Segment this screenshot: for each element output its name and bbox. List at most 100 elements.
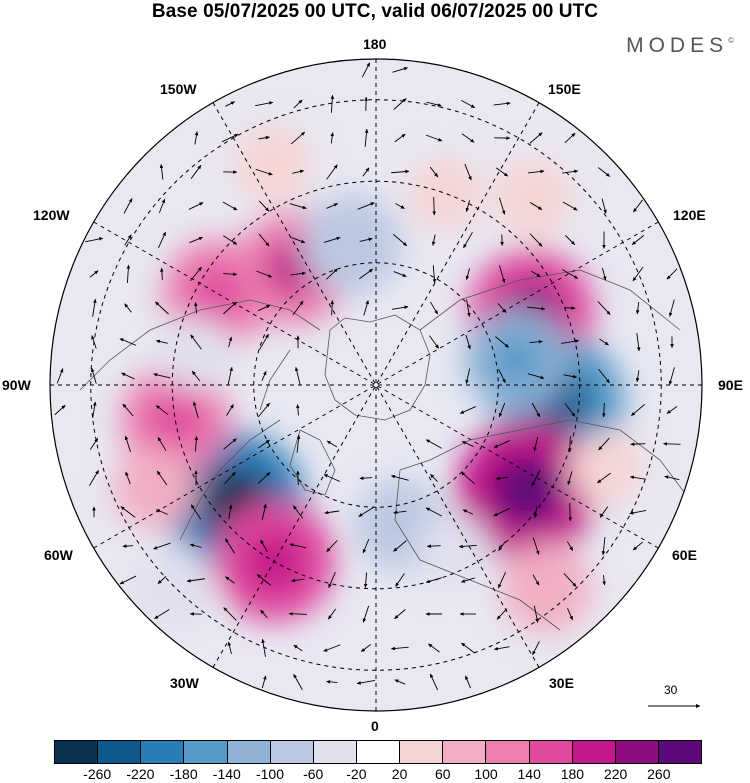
wind-vector-9 — [461, 99, 476, 109]
wind-vector-163 — [567, 435, 572, 453]
wind-vector-183 — [629, 475, 646, 480]
wind-vector-250 — [360, 644, 371, 652]
wind-vector-135 — [668, 367, 675, 386]
wind-vector-82 — [499, 265, 506, 284]
wind-vector-208 — [326, 540, 338, 552]
wind-vector-159 — [425, 439, 443, 449]
wind-vector-146 — [531, 402, 541, 418]
wind-vector-214 — [532, 537, 540, 555]
wind-vector-232 — [602, 574, 606, 586]
wind-vector-50 — [562, 201, 578, 211]
wind-vector-87 — [666, 268, 678, 280]
wind-vector-143 — [296, 404, 300, 416]
wind-vector-215 — [566, 541, 574, 551]
wind-vector-181 — [567, 471, 573, 486]
wind-vector-194 — [393, 510, 407, 515]
wind-vector-198 — [533, 506, 538, 518]
wind-vector-13 — [258, 135, 270, 140]
wind-vector-108 — [155, 339, 168, 344]
colorbar-swatch-7 — [356, 741, 401, 763]
wind-vector-256 — [261, 675, 267, 689]
label-30w: 30W — [170, 675, 199, 691]
wind-vector-212 — [458, 544, 477, 549]
north-america-coastline — [79, 299, 321, 541]
logo-copyright-mark: © — [728, 36, 734, 45]
wind-vector-197 — [493, 507, 511, 517]
wind-vector-196 — [462, 509, 474, 515]
wind-vector-224 — [328, 572, 336, 589]
colorbar-swatch-2 — [141, 741, 185, 763]
wind-vector-223 — [291, 578, 305, 583]
greenland-coastline — [289, 429, 336, 496]
wind-vector-42 — [289, 203, 307, 210]
wind-vector-114 — [465, 334, 471, 350]
wind-vector-43 — [326, 203, 339, 209]
wind-vector-39 — [188, 202, 204, 210]
wind-vectors — [54, 62, 681, 691]
wind-vector-83 — [531, 270, 541, 278]
colorbar-swatch-14 — [658, 741, 702, 763]
wind-vector-84 — [562, 269, 579, 279]
wind-vector-226 — [395, 573, 405, 587]
wind-vector-166 — [663, 442, 681, 446]
wind-vector-240 — [394, 609, 406, 619]
wind-vector-61 — [359, 237, 373, 242]
wind-vector-257 — [293, 673, 303, 690]
anomaly-negative-17 — [158, 316, 233, 390]
wind-vector-15 — [330, 132, 335, 144]
wind-vector-231 — [563, 573, 577, 587]
wind-vector-41 — [258, 200, 270, 212]
wind-vector-57 — [222, 235, 238, 245]
wind-vector-85 — [601, 267, 607, 281]
wind-vector-79 — [393, 271, 407, 277]
wind-vector-101 — [527, 306, 546, 311]
colorbar-tick-0: -260 — [83, 766, 112, 782]
wind-vector-222 — [256, 574, 272, 586]
wind-vector-30 — [391, 169, 410, 174]
wind-vector-182 — [597, 472, 611, 484]
logo-text: MODES — [626, 34, 729, 57]
arctic-coastline — [324, 314, 431, 421]
wind-vector-175 — [359, 476, 373, 480]
anomaly-field — [113, 124, 643, 634]
wind-vector-186 — [120, 506, 136, 518]
wind-vector-138 — [122, 403, 134, 417]
wind-vector-71 — [126, 264, 131, 283]
wind-vector-40 — [222, 201, 238, 211]
wind-vector-131 — [527, 373, 545, 380]
wind-vector-93 — [257, 304, 271, 312]
wind-vector-148 — [602, 402, 606, 418]
wind-vector-0 — [361, 62, 371, 78]
label-120e: 120E — [673, 207, 706, 223]
wind-vector-213 — [498, 541, 506, 551]
wind-vector-174 — [323, 474, 341, 482]
wind-vector-111 — [259, 333, 269, 350]
wind-vector-19 — [461, 133, 475, 143]
colorbar-swatch-6 — [313, 741, 357, 763]
wind-vector-190 — [261, 503, 267, 520]
wind-vector-235 — [223, 607, 237, 621]
wind-vector-110 — [228, 336, 233, 348]
wind-vector-113 — [428, 335, 440, 349]
colorbar-tick-5: -60 — [303, 766, 324, 782]
wind-vector-262 — [465, 675, 471, 689]
map-boundary — [49, 58, 703, 712]
wind-vector-64 — [463, 231, 473, 249]
wind-vector-167 — [89, 470, 99, 486]
chart-title: Base 05/07/2025 00 UTC, valid 06/07/2025… — [151, 1, 599, 22]
colorbar-tick-13: 260 — [647, 766, 671, 782]
wind-vector-53 — [85, 237, 104, 243]
wind-vector-229 — [497, 571, 507, 589]
wind-vector-192 — [324, 510, 340, 515]
wind-vector-184 — [664, 475, 680, 481]
wind-vector-66 — [529, 233, 543, 247]
wind-vector-209 — [362, 538, 370, 554]
wind-vector-217 — [632, 541, 644, 551]
anomaly-positive-15 — [494, 158, 573, 237]
wind-vector-31 — [429, 166, 439, 178]
wind-vector-38 — [158, 198, 166, 214]
wind-vector-116 — [529, 339, 543, 344]
wind-vector-12 — [221, 133, 239, 143]
wind-vector-161 — [493, 440, 511, 448]
wind-vector-128 — [294, 366, 301, 385]
